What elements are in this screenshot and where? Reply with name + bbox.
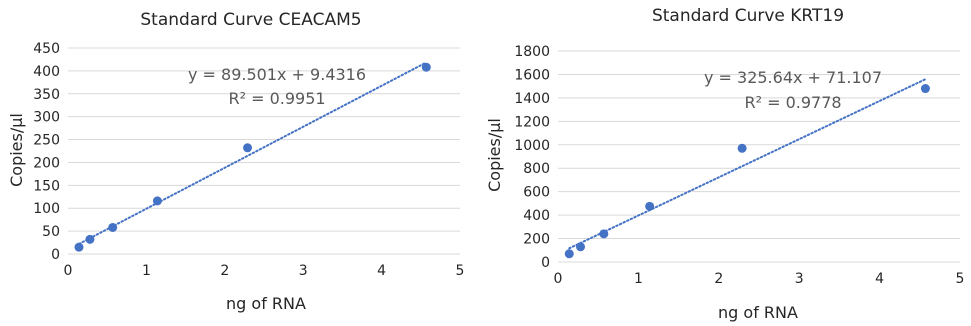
- y-tick-label: 600: [523, 185, 550, 201]
- y-axis-label: Copies/µl: [7, 113, 26, 187]
- y-tick-label: 350: [33, 87, 60, 103]
- y-tick-label: 250: [33, 133, 60, 149]
- y-tick-label: 150: [33, 178, 60, 194]
- x-tick-label: 5: [956, 271, 965, 287]
- y-tick-label: 200: [33, 155, 60, 171]
- data-point: [645, 201, 655, 211]
- x-tick-label: 1: [142, 263, 151, 279]
- y-tick-label: 1800: [514, 44, 550, 60]
- x-tick-label: 2: [714, 271, 723, 287]
- data-point: [243, 143, 253, 153]
- data-points: [74, 62, 431, 252]
- y-tick-label: 0: [51, 247, 60, 263]
- x-tick-label: 0: [554, 271, 563, 287]
- trendline-path: [568, 78, 927, 250]
- x-tick-label: 3: [299, 263, 308, 279]
- x-tick-label: 0: [64, 263, 73, 279]
- y-tick-label: 800: [523, 161, 550, 177]
- trendline: [77, 61, 428, 245]
- gridlines: [68, 47, 460, 255]
- data-point: [152, 196, 162, 206]
- y-tick-label: 1000: [514, 138, 550, 154]
- chart-title: Standard Curve CEACAM5: [140, 10, 361, 30]
- x-tick-labels: 0 1 2 3 4 5: [64, 263, 465, 279]
- trendline-path: [77, 61, 428, 245]
- y-tick-label: 0: [541, 255, 550, 271]
- y-tick-label: 450: [33, 41, 60, 57]
- y-tick-label: 400: [33, 64, 60, 80]
- data-point: [564, 249, 574, 259]
- y-tick-label: 200: [523, 232, 550, 248]
- y-tick-label: 300: [33, 110, 60, 126]
- y-tick-label: 400: [523, 208, 550, 224]
- trendline-equation: y = 89.501x + 9.4316: [188, 65, 366, 84]
- data-point: [599, 229, 609, 239]
- data-point: [737, 143, 747, 153]
- data-point: [74, 242, 84, 252]
- x-tick-label: 2: [220, 263, 229, 279]
- chart-title: Standard Curve KRT19: [652, 6, 844, 26]
- chart-krt19: Standard Curve KRT19 0200400600800100012…: [485, 6, 965, 322]
- x-axis-label: ng of RNA: [226, 294, 306, 313]
- x-tick-label: 5: [456, 263, 465, 279]
- y-tick-label: 1600: [514, 67, 550, 83]
- data-point: [576, 242, 586, 252]
- data-point: [108, 222, 118, 232]
- y-tick-label: 100: [33, 201, 60, 217]
- y-tick-labels: 0 200 400 600 800 1000 1200 1400 1600 1800: [514, 44, 550, 271]
- x-tick-label: 3: [795, 271, 804, 287]
- y-tick-labels: 0 50 100 150 200 250 300 350 400 450: [33, 41, 60, 263]
- trendline-equation: y = 325.64x + 71.107: [704, 68, 882, 87]
- trendline: [568, 78, 927, 250]
- r-squared-label: R² = 0.9778: [744, 93, 841, 112]
- data-point: [85, 234, 95, 244]
- x-axis-label: ng of RNA: [718, 303, 798, 322]
- x-tick-label: 4: [377, 263, 386, 279]
- data-point: [920, 84, 930, 94]
- y-tick-label: 1200: [514, 114, 550, 130]
- data-point: [421, 62, 431, 72]
- x-tick-label: 4: [875, 271, 884, 287]
- y-tick-label: 50: [42, 224, 60, 240]
- data-points: [564, 84, 930, 259]
- x-tick-label: 1: [634, 271, 643, 287]
- x-tick-labels: 0 1 2 3 4 5: [554, 271, 965, 287]
- r-squared-label: R² = 0.9951: [228, 89, 325, 108]
- chart-ceacam5: Standard Curve CEACAM5 05010015020025030…: [7, 10, 465, 313]
- y-tick-label: 1400: [514, 91, 550, 107]
- y-axis-label: Copies/µl: [485, 118, 504, 192]
- gridlines: [558, 50, 960, 263]
